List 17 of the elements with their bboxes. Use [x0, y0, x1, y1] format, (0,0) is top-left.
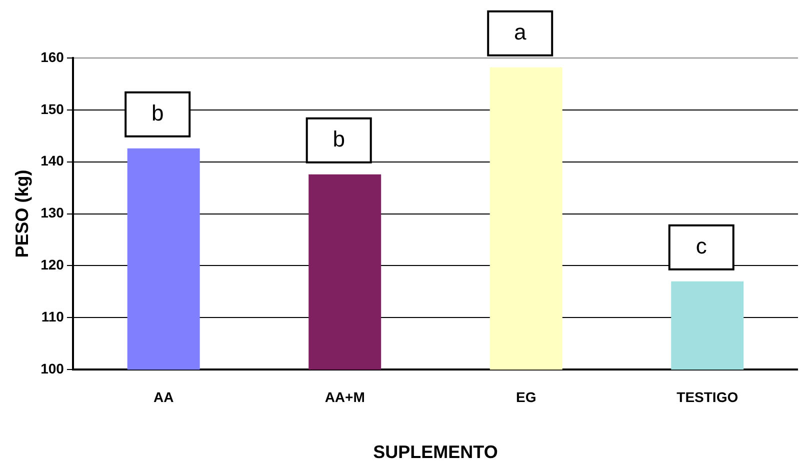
annotation: a — [514, 19, 527, 44]
y-axis-title: PESO (kg) — [12, 170, 32, 258]
y-tick-label: 120 — [40, 256, 64, 273]
x-axis-title: SUPLEMENTO — [373, 442, 498, 462]
x-tick-label: AA — [153, 388, 174, 405]
y-tick-label: 140 — [40, 152, 64, 169]
x-tick-label: EG — [516, 388, 536, 405]
y-tick-label: 110 — [41, 308, 64, 325]
y-tick-label: 150 — [40, 100, 64, 117]
x-tick-label: TESTIGO — [676, 388, 738, 405]
y-tick-label: 160 — [40, 48, 64, 65]
annotation: c — [696, 233, 707, 258]
y-tick-label: 130 — [40, 204, 64, 221]
annotation: b — [332, 126, 345, 152]
annotation: b — [151, 100, 164, 126]
y-tick-label: 100 — [40, 360, 64, 376]
x-tick-label: AA+M — [324, 388, 365, 405]
